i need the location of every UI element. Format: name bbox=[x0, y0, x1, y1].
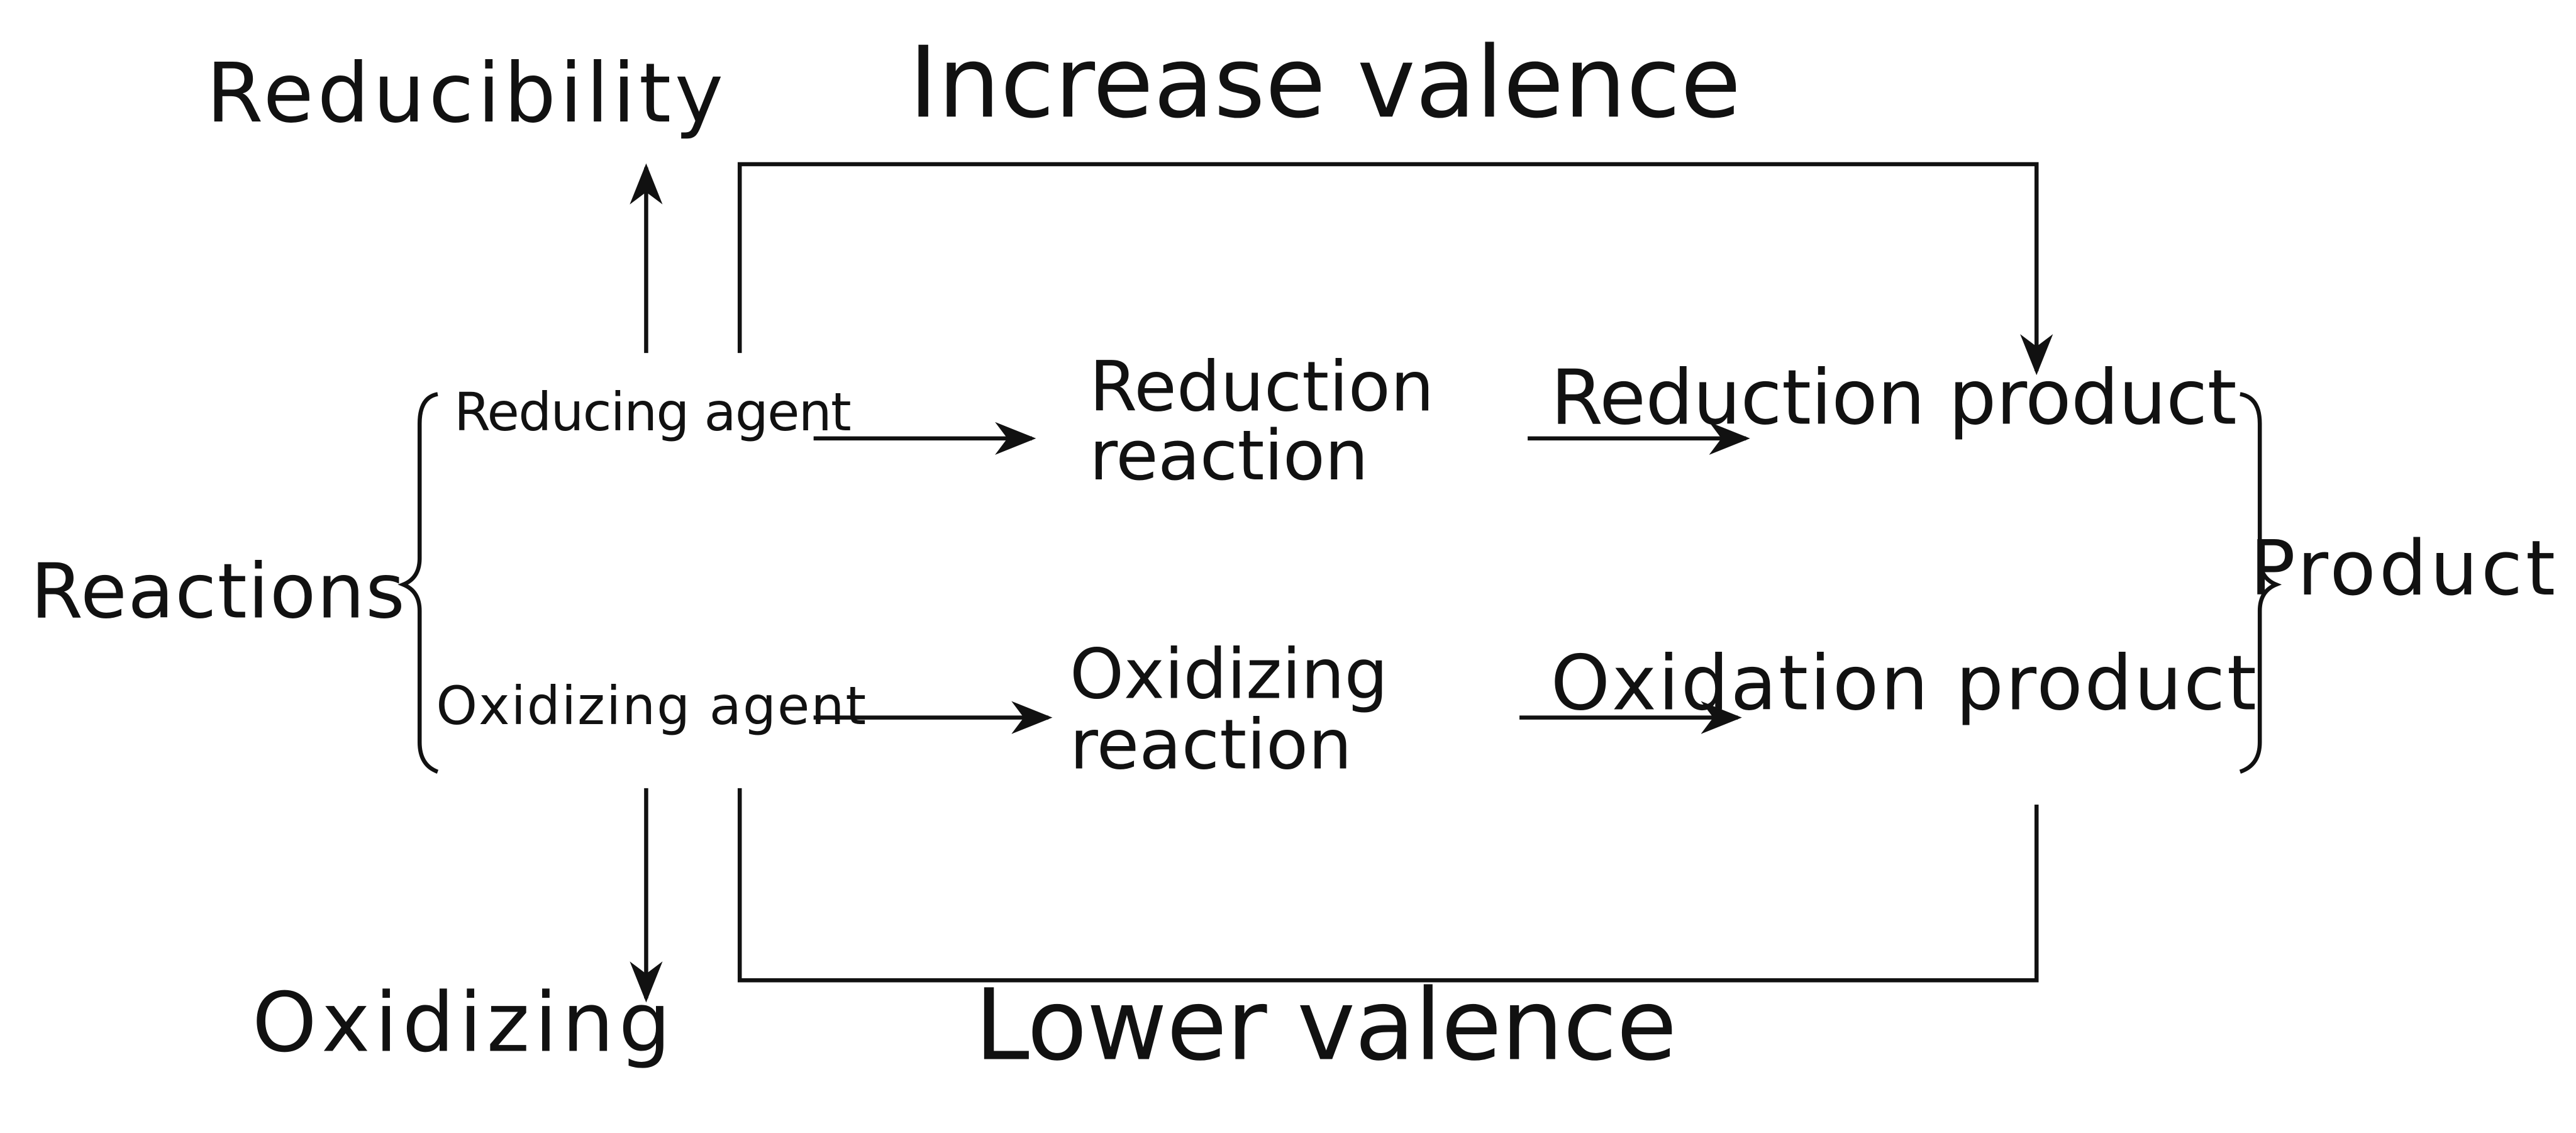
increase-valence-connector bbox=[737, 162, 2053, 376]
reduction-reaction-label-2: reaction bbox=[1089, 415, 1368, 496]
reduction-reaction-label-1: Reduction bbox=[1089, 347, 1434, 427]
left-brace bbox=[397, 392, 439, 774]
oxidizing-label: Oxidizing bbox=[252, 974, 671, 1070]
reactions-label: Reactions bbox=[31, 548, 405, 635]
right-brace bbox=[2239, 392, 2282, 774]
oxidizing-reaction-label-1: Oxidizing bbox=[1070, 633, 1388, 714]
reduction-product-label: Reduction product bbox=[1551, 354, 2237, 442]
increase-valence-label: Increase valence bbox=[909, 25, 1741, 140]
oxidizing-agent-label: Oxidizing agent bbox=[436, 675, 866, 737]
lower-valence-label: Lower valence bbox=[974, 968, 1677, 1083]
oxidizing-reaction-label-2: reaction bbox=[1070, 705, 1352, 785]
reducibility-label: Reducibility bbox=[206, 45, 723, 141]
product-label: Product bbox=[2250, 525, 2555, 613]
reducing-agent-label: Reducing agent bbox=[454, 381, 852, 443]
lower-valence-connector bbox=[737, 788, 2039, 983]
oxidation-product-label: Oxidation product bbox=[1551, 640, 2257, 728]
